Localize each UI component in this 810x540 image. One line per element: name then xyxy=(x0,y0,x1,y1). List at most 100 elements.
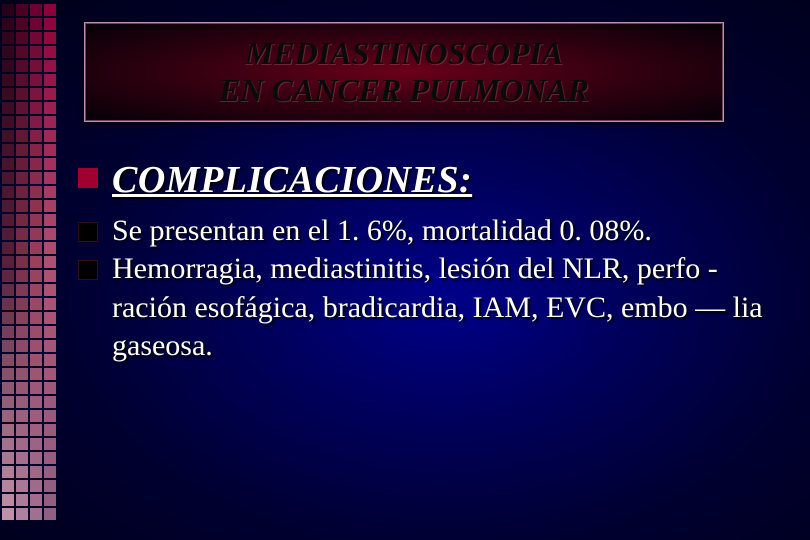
stripe-square xyxy=(30,438,42,450)
stripe-square xyxy=(16,214,28,226)
stripe-square xyxy=(16,410,28,422)
stripe-square xyxy=(16,438,28,450)
stripe-square xyxy=(16,256,28,268)
stripe-square xyxy=(2,88,14,100)
list-item: Hemorragia, mediastinitis, lesión del NL… xyxy=(78,250,778,365)
stripe-square xyxy=(2,466,14,478)
stripe-square xyxy=(44,270,56,282)
stripe-square xyxy=(44,284,56,296)
stripe-square xyxy=(44,494,56,506)
slide-title-line1: MEDIASTINOSCOPIA xyxy=(245,35,563,72)
stripe-square xyxy=(2,494,14,506)
stripe-square xyxy=(30,18,42,30)
slide-title-line2: EN CANCER PULMONAR xyxy=(219,72,589,109)
stripe-square xyxy=(16,88,28,100)
stripe-square xyxy=(16,200,28,212)
stripe-square xyxy=(44,396,56,408)
stripe-square xyxy=(30,270,42,282)
stripe-square xyxy=(2,74,14,86)
stripe-square xyxy=(2,102,14,114)
bullet-square-icon xyxy=(78,260,98,280)
stripe-square xyxy=(44,410,56,422)
stripe-square xyxy=(44,480,56,492)
stripe-square xyxy=(16,396,28,408)
stripe-square xyxy=(30,144,42,156)
stripe-square xyxy=(44,256,56,268)
stripe-square xyxy=(30,480,42,492)
stripe-square xyxy=(2,396,14,408)
body-bullets: Se presentan en el 1. 6%, mortalidad 0. … xyxy=(78,212,778,366)
stripe-square xyxy=(2,480,14,492)
stripe-square xyxy=(2,340,14,352)
slide-content: COMPLICACIONES: Se presentan en el 1. 6%… xyxy=(78,158,778,366)
stripe-square xyxy=(2,130,14,142)
stripe-square xyxy=(2,368,14,380)
stripe-square xyxy=(44,340,56,352)
heading-text: COMPLICACIONES: xyxy=(112,158,472,202)
stripe-square xyxy=(44,88,56,100)
stripe-square xyxy=(2,256,14,268)
stripe-square xyxy=(2,452,14,464)
stripe-square xyxy=(30,494,42,506)
stripe-square xyxy=(16,46,28,58)
stripe-square xyxy=(16,130,28,142)
bullet-square-icon xyxy=(78,222,98,242)
stripe-square xyxy=(44,424,56,436)
stripe-square xyxy=(16,466,28,478)
stripe-square xyxy=(2,144,14,156)
stripe-square xyxy=(44,312,56,324)
stripe-square xyxy=(30,382,42,394)
stripe-square xyxy=(30,228,42,240)
stripe-square xyxy=(30,200,42,212)
stripe-square xyxy=(2,214,14,226)
stripe-square xyxy=(2,116,14,128)
stripe-square xyxy=(16,340,28,352)
stripe-square xyxy=(44,158,56,170)
stripe-square xyxy=(30,60,42,72)
stripe-square xyxy=(30,172,42,184)
stripe-square xyxy=(44,74,56,86)
stripe-square xyxy=(16,158,28,170)
stripe-square xyxy=(16,508,28,520)
stripe-square xyxy=(30,354,42,366)
stripe-square xyxy=(44,32,56,44)
stripe-square xyxy=(16,424,28,436)
stripe-square xyxy=(30,340,42,352)
stripe-square xyxy=(44,102,56,114)
stripe-square xyxy=(16,326,28,338)
stripe-square xyxy=(44,60,56,72)
stripe-square xyxy=(30,508,42,520)
stripe-square xyxy=(16,368,28,380)
bullet-square-icon xyxy=(78,168,98,188)
decorative-left-stripe xyxy=(0,0,58,540)
stripe-square xyxy=(16,242,28,254)
stripe-square xyxy=(30,424,42,436)
slide-title-box: MEDIASTINOSCOPIA EN CANCER PULMONAR xyxy=(84,22,724,122)
stripe-square xyxy=(2,60,14,72)
stripe-square xyxy=(16,452,28,464)
bullet-text: Hemorragia, mediastinitis, lesión del NL… xyxy=(112,250,778,365)
stripe-square xyxy=(2,354,14,366)
stripe-square xyxy=(16,144,28,156)
stripe-square xyxy=(30,32,42,44)
stripe-square xyxy=(16,228,28,240)
stripe-square xyxy=(30,312,42,324)
stripe-square xyxy=(16,74,28,86)
stripe-square xyxy=(16,4,28,16)
stripe-square xyxy=(44,298,56,310)
stripe-square xyxy=(2,284,14,296)
stripe-square xyxy=(30,256,42,268)
stripe-square xyxy=(30,284,42,296)
stripe-col-4 xyxy=(44,0,56,540)
stripe-square xyxy=(16,382,28,394)
list-item: Se presentan en el 1. 6%, mortalidad 0. … xyxy=(78,212,778,250)
stripe-square xyxy=(16,186,28,198)
stripe-square xyxy=(2,172,14,184)
stripe-square xyxy=(44,4,56,16)
stripe-square xyxy=(2,158,14,170)
stripe-square xyxy=(44,46,56,58)
stripe-square xyxy=(2,32,14,44)
stripe-square xyxy=(30,410,42,422)
bullet-text: Se presentan en el 1. 6%, mortalidad 0. … xyxy=(112,212,652,250)
stripe-square xyxy=(2,186,14,198)
